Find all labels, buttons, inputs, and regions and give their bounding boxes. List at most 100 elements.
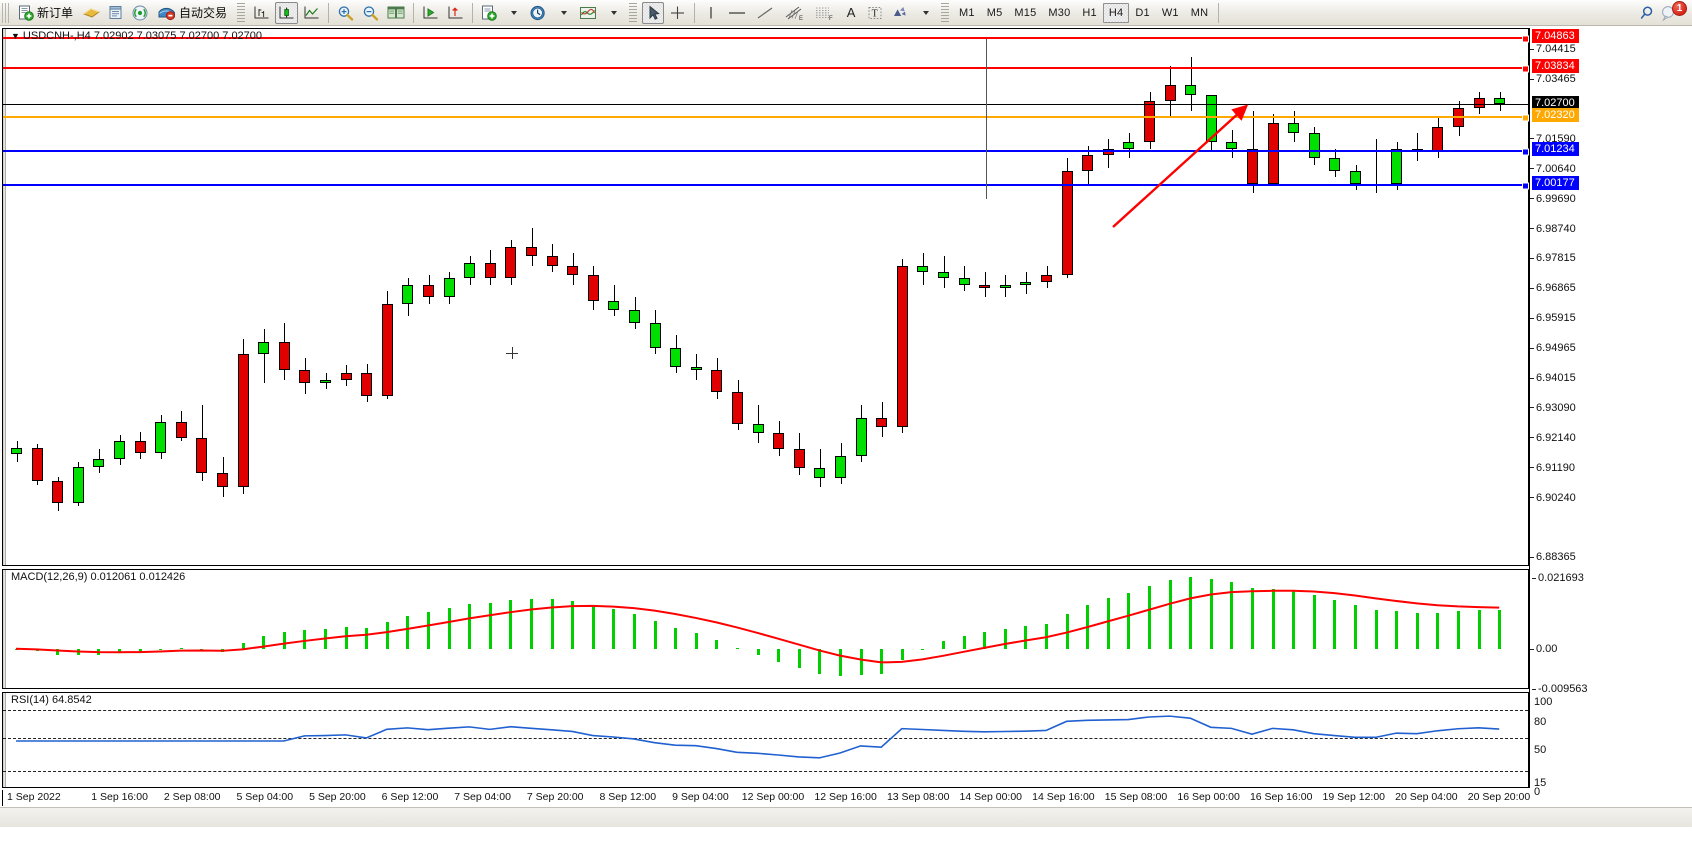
price-level-line-7.04863[interactable] bbox=[3, 35, 1529, 43]
bar-chart-button[interactable] bbox=[250, 2, 273, 24]
period-separator-button[interactable] bbox=[526, 2, 550, 24]
trendline-tool-button[interactable] bbox=[752, 2, 778, 24]
level-handle[interactable] bbox=[1522, 148, 1529, 156]
text-label-tool-button[interactable]: T bbox=[864, 2, 886, 24]
fibonacci-tool-button[interactable]: F bbox=[810, 2, 838, 24]
auto-scroll-button[interactable] bbox=[419, 2, 442, 24]
chart-shift-button[interactable] bbox=[444, 2, 467, 24]
timeframe-mn[interactable]: MN bbox=[1190, 6, 1209, 19]
candle-body bbox=[1205, 94, 1217, 143]
pane-scroll-strip[interactable] bbox=[3, 29, 6, 565]
indicators-dropdown[interactable] bbox=[602, 2, 624, 24]
rsi-scroll-strip[interactable] bbox=[3, 693, 6, 787]
timeframe-m15[interactable]: M15 bbox=[1014, 6, 1037, 19]
timeframe-h4[interactable]: H4 bbox=[1102, 2, 1130, 23]
signal-button[interactable] bbox=[129, 2, 151, 24]
text-tool-button[interactable]: A bbox=[840, 2, 862, 24]
price-axis-tick-label: 7.04415 bbox=[1536, 43, 1576, 56]
chart-workspace[interactable]: ▼ USDCNH-,H4 7.02902 7.03075 7.02700 7.0… bbox=[0, 26, 1692, 854]
level-handle[interactable] bbox=[1522, 35, 1529, 43]
macd-histogram-bar bbox=[509, 599, 513, 649]
macd-histogram-bar bbox=[1271, 588, 1275, 649]
price-axis-tick: 6.93090 bbox=[1530, 402, 1576, 414]
arrows-dropdown[interactable] bbox=[914, 2, 936, 24]
level-handle[interactable] bbox=[1522, 65, 1529, 73]
period-dropdown[interactable] bbox=[552, 2, 574, 24]
macd-histogram-bar bbox=[385, 621, 389, 649]
candlestick-chart-button[interactable] bbox=[275, 1, 299, 24]
chart-grid-button[interactable] bbox=[384, 2, 408, 24]
trendline-icon bbox=[757, 7, 773, 18]
candle-body bbox=[1041, 275, 1052, 282]
crosshair-tool-button[interactable] bbox=[666, 2, 689, 24]
timeframe-w1[interactable]: W1 bbox=[1161, 6, 1179, 19]
new-order-icon bbox=[19, 5, 34, 21]
toolbar-section-grip[interactable] bbox=[237, 2, 246, 23]
timeframe-m5[interactable]: M5 bbox=[986, 6, 1003, 19]
macd-scroll-strip[interactable] bbox=[3, 570, 6, 688]
timeframe-m30[interactable]: M30 bbox=[1048, 6, 1071, 19]
toolbar-section-grip-3[interactable] bbox=[941, 2, 950, 23]
toolbar-section-grip-2[interactable] bbox=[629, 2, 638, 23]
candle-body bbox=[1082, 155, 1094, 171]
macd-histogram-bar bbox=[1312, 594, 1316, 649]
price-level-chip-current-price[interactable]: 7.02700 bbox=[1532, 96, 1579, 110]
price-level-chip-resistance[interactable]: 7.04863 bbox=[1532, 29, 1579, 43]
zoom-in-button[interactable] bbox=[334, 2, 357, 24]
tick-dash bbox=[1530, 48, 1534, 50]
indicators-button[interactable] bbox=[576, 2, 600, 24]
macd-histogram-bar bbox=[942, 641, 945, 649]
macd-histogram-bar bbox=[1148, 586, 1151, 649]
toolbar-grip[interactable] bbox=[2, 2, 9, 23]
chart-collapse-icon[interactable]: ▼ bbox=[11, 31, 20, 41]
notifications-button[interactable]: 1 bbox=[1660, 0, 1687, 24]
search-button[interactable] bbox=[1635, 2, 1659, 24]
macd-histogram-bar bbox=[1106, 598, 1110, 649]
candle-body bbox=[93, 458, 105, 467]
price-level-line-7.01234[interactable] bbox=[3, 148, 1529, 156]
timeframe-m1[interactable]: M1 bbox=[959, 6, 975, 19]
equidistant-channel-tool-button[interactable]: E bbox=[780, 2, 808, 24]
timeframe-d1[interactable]: D1 bbox=[1135, 6, 1150, 19]
vertical-line-icon bbox=[710, 6, 712, 18]
zoom-out-button[interactable] bbox=[359, 2, 382, 24]
line-chart-button[interactable] bbox=[300, 2, 323, 24]
price-level-chip-support[interactable]: 7.01234 bbox=[1532, 142, 1579, 156]
rsi-axis-tick: 0 bbox=[1530, 786, 1540, 798]
chart-symbol-label: USDCNH-,H4 7.02902 7.03075 7.02700 7.027… bbox=[22, 30, 263, 42]
price-level-line-7.02320[interactable] bbox=[3, 114, 1529, 122]
price-axis[interactable]: 7.04415 7.03465 7.01590 7.00640 6.99690 6.987… bbox=[1529, 28, 1692, 798]
arrows-tool-button[interactable] bbox=[888, 2, 912, 24]
level-handle[interactable] bbox=[1522, 114, 1529, 122]
horizontal-line-tool-button[interactable] bbox=[724, 2, 750, 24]
main-toolbar: 新订单 bbox=[0, 0, 1692, 26]
rsi-pane[interactable]: RSI(14) 64.8542 bbox=[2, 692, 1529, 788]
strategy-tester-icon bbox=[158, 7, 176, 20]
vertical-line-tool-button[interactable] bbox=[700, 2, 722, 24]
macd-pane[interactable]: MACD(12,26,9) 0.012061 0.012426 bbox=[2, 569, 1529, 689]
price-axis-tick: 6.91190 bbox=[1530, 462, 1575, 474]
cursor-tool-button[interactable] bbox=[642, 1, 665, 24]
level-handle[interactable] bbox=[1522, 182, 1529, 190]
rsi-level-15 bbox=[3, 771, 1528, 772]
new-chart-dropdown[interactable] bbox=[502, 2, 524, 24]
macd-histogram-bar bbox=[921, 648, 925, 650]
price-level-chip-support[interactable]: 7.00177 bbox=[1532, 176, 1579, 190]
price-level-line-7.00177[interactable] bbox=[3, 182, 1529, 190]
macd-histogram-bar bbox=[859, 648, 863, 675]
new-chart-button[interactable] bbox=[478, 2, 500, 24]
candle-body bbox=[629, 310, 640, 323]
auto-trading-button[interactable]: 自动交易 bbox=[153, 2, 232, 24]
rsi-axis-tick: 50 bbox=[1530, 744, 1546, 756]
trend-arrow-annotation[interactable] bbox=[3, 29, 1528, 565]
data-window-button[interactable] bbox=[105, 2, 127, 24]
new-order-button[interactable]: 新订单 bbox=[13, 2, 78, 24]
auto-scroll-icon bbox=[423, 6, 438, 18]
expert-advisor-button[interactable] bbox=[80, 2, 103, 24]
time-axis[interactable]: 1 Sep 2022 1 Sep 16:00 2 Sep 08:00 5 Sep 04… bbox=[2, 790, 1530, 806]
timeframe-h1[interactable]: H1 bbox=[1082, 6, 1097, 19]
price-level-line-7.03834[interactable] bbox=[3, 65, 1529, 73]
price-level-chip-pivot[interactable]: 7.02320 bbox=[1532, 108, 1579, 122]
price-level-chip-resistance[interactable]: 7.03834 bbox=[1532, 59, 1579, 73]
price-pane[interactable]: ▼ USDCNH-,H4 7.02902 7.03075 7.02700 7.0… bbox=[2, 28, 1529, 566]
